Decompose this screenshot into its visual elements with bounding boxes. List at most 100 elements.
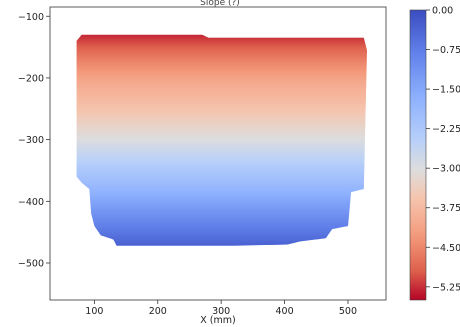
heatmap-band — [76, 113, 367, 116]
x-tick-label: 300 — [212, 306, 230, 317]
y-tick-label: −200 — [18, 73, 44, 84]
heatmap-band — [76, 116, 367, 120]
heatmap-band — [76, 159, 367, 162]
heatmap-band — [76, 198, 367, 201]
heatmap-field — [76, 34, 367, 246]
heatmap-band — [76, 164, 367, 168]
colorbar-tick-label: −5.25 — [432, 282, 460, 293]
heatmap-band — [76, 150, 367, 153]
x-tick-label: 100 — [85, 306, 103, 317]
heatmap-band — [76, 218, 367, 221]
heatmap-band — [76, 76, 367, 79]
heatmap-band — [76, 142, 367, 146]
heatmap-band — [76, 194, 367, 197]
heatmap-band — [76, 192, 367, 196]
heatmap-band — [76, 53, 367, 57]
colorbar-ticks: 0.00 −0.75 −1.50 −2.25 −3.00 −3.75 −4.50 −5.25 — [426, 6, 460, 293]
colorbar-tick-label: −3.00 — [432, 164, 460, 175]
heatmap-band — [76, 46, 367, 49]
heatmap-band — [76, 111, 367, 114]
heatmap-band — [76, 135, 367, 138]
heatmap-band — [76, 92, 367, 96]
heatmap-band — [76, 185, 367, 188]
heatmap-band — [76, 235, 367, 238]
heatmap-band — [76, 190, 367, 194]
heatmap-band — [76, 129, 367, 133]
heatmap-band — [76, 211, 367, 214]
x-tick-label: 400 — [275, 306, 293, 317]
heatmap-band — [76, 90, 367, 94]
heatmap-band — [76, 213, 367, 216]
x-axis-label: X (mm) — [200, 315, 235, 326]
heatmap-band — [76, 237, 367, 240]
heatmap-band — [76, 140, 367, 144]
heatmap-band — [76, 137, 367, 140]
heatmap-band — [76, 57, 367, 60]
heatmap-band — [76, 224, 367, 227]
x-tick-label: 200 — [149, 306, 167, 317]
heatmap-band — [76, 242, 367, 245]
heatmap-band — [76, 68, 367, 72]
colorbar-tick-label: 0.00 — [432, 6, 453, 17]
heatmap-band — [76, 94, 367, 97]
heatmap-band — [76, 231, 367, 234]
heatmap-band — [76, 81, 367, 84]
heatmap-band — [76, 120, 367, 123]
heatmap-band — [76, 174, 367, 177]
heatmap-band — [76, 203, 367, 207]
heatmap-band — [76, 214, 367, 218]
heatmap-band — [76, 105, 367, 109]
heatmap-band — [76, 72, 367, 75]
heatmap-band — [76, 100, 367, 103]
colorbar-tick-label: −1.50 — [432, 85, 460, 96]
heatmap-band — [76, 89, 367, 92]
heatmap-band — [76, 124, 367, 127]
heatmap-band — [76, 55, 367, 59]
heatmap-band — [76, 50, 367, 53]
heatmap-band — [76, 39, 367, 42]
heatmap-band — [76, 170, 367, 173]
y-axis: −100 −200 −300 −400 −500 — [18, 12, 50, 269]
heatmap-band — [76, 168, 367, 171]
heatmap-band — [76, 157, 367, 160]
y-tick-label: −100 — [18, 12, 44, 23]
heatmap-band — [76, 238, 367, 242]
heatmap-band — [76, 77, 367, 81]
heatmap-band — [76, 216, 367, 220]
heatmap-band — [76, 201, 367, 205]
heatmap-band — [76, 179, 367, 183]
heatmap-band — [76, 244, 367, 246]
heatmap-band — [76, 146, 367, 149]
heatmap-band — [76, 122, 367, 125]
heatmap-band — [76, 126, 367, 129]
heatmap-band — [76, 233, 367, 236]
heatmap-band — [76, 144, 367, 147]
heatmap-band — [76, 222, 367, 225]
heatmap-band — [76, 63, 367, 66]
heatmap-band — [76, 87, 367, 90]
colorbar-tick-label: −0.75 — [432, 45, 460, 56]
heatmap-band — [76, 109, 367, 112]
heatmap-band — [76, 79, 367, 83]
colorbar-tick-label: −3.75 — [432, 203, 460, 214]
heatmap-band — [76, 107, 367, 110]
heatmap-band — [76, 181, 367, 184]
heatmap-band — [76, 207, 367, 210]
heatmap-band — [76, 133, 367, 136]
heatmap-band — [76, 172, 367, 175]
heatmap-band — [76, 85, 367, 88]
heatmap-band — [76, 98, 367, 101]
heatmap-band — [76, 153, 367, 157]
heatmap-band — [76, 70, 367, 73]
chart-title: Slope (?) — [200, 0, 240, 8]
heatmap-band — [76, 52, 367, 55]
heatmap-band — [76, 200, 367, 203]
heatmap-band — [76, 40, 367, 44]
y-tick-label: −300 — [18, 135, 44, 146]
heatmap-band — [76, 139, 367, 142]
heatmap-band — [76, 177, 367, 181]
colorbar-tick-label: −2.25 — [432, 124, 460, 135]
heatmap-band — [76, 209, 367, 212]
heatmap-band — [76, 83, 367, 86]
